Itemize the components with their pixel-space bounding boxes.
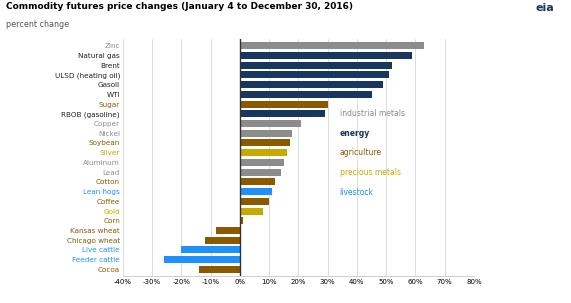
Text: energy: energy [340,129,370,138]
Text: Commodity futures price changes (January 4 to December 30, 2016): Commodity futures price changes (January… [6,2,353,11]
Bar [240,52,412,59]
Bar [240,120,301,127]
Bar [240,188,272,195]
Bar [204,237,240,244]
Bar [240,81,383,88]
Bar [240,110,325,117]
Bar [240,42,424,49]
Bar [240,208,263,215]
Bar [240,72,389,78]
Text: eia: eia [535,3,554,13]
Bar [240,130,292,137]
Bar [182,246,240,253]
Bar [240,139,289,146]
Bar [164,256,240,263]
Bar [240,101,328,108]
Bar [216,227,240,234]
Text: precious metals: precious metals [340,168,401,177]
Bar [240,169,281,176]
Text: industrial metals: industrial metals [340,109,405,118]
Bar [240,159,284,166]
Text: percent change: percent change [6,20,69,29]
Bar [199,266,240,273]
Bar [240,91,372,98]
Text: agriculture: agriculture [340,148,382,158]
Bar [240,198,269,205]
Bar [240,149,287,156]
Bar [240,62,392,69]
Text: livestock: livestock [340,188,374,197]
Bar [240,217,243,224]
Bar [240,178,275,185]
